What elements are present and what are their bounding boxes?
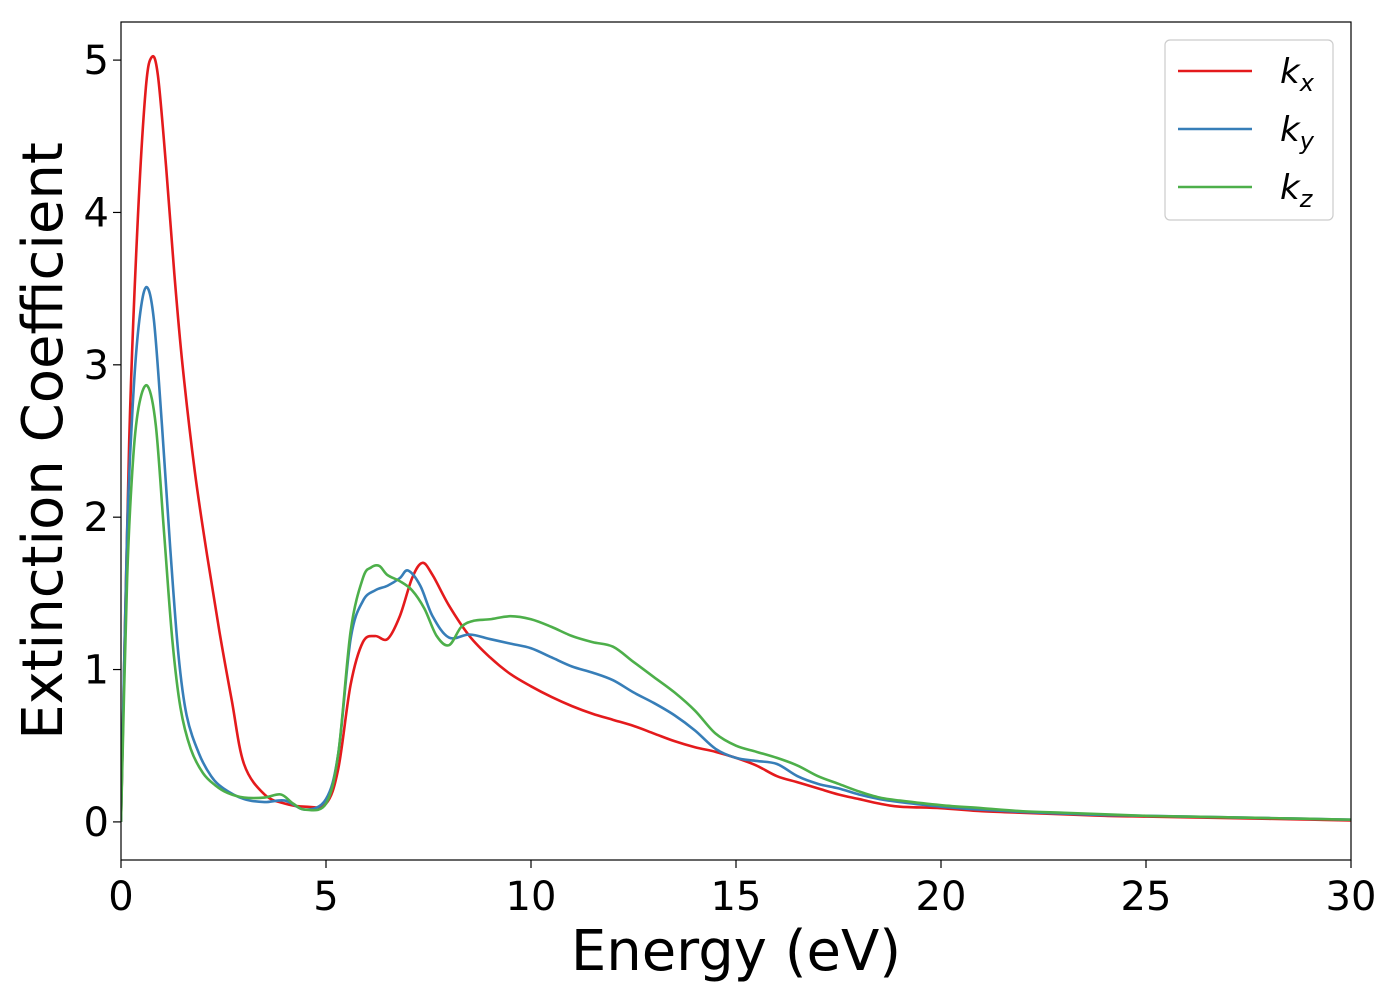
x-tick-label: 0 (108, 874, 133, 920)
legend-label-z: kz (1280, 168, 1314, 213)
y-tick-label: 1 (84, 648, 109, 694)
y-axis-ticks: 0 1 2 3 4 5 (84, 38, 121, 846)
series-line-y (121, 285, 1351, 822)
x-axis-ticks: 0 5 10 15 20 25 30 (108, 860, 1376, 920)
x-tick-label: 30 (1326, 874, 1377, 920)
y-tick-label: 2 (84, 495, 109, 541)
y-axis-title: Extinction Coefficient (11, 142, 76, 740)
y-tick-label: 5 (84, 38, 109, 84)
x-tick-label: 15 (711, 874, 762, 920)
x-tick-label: 20 (916, 874, 967, 920)
y-tick-label: 3 (84, 343, 109, 389)
plot-lines (121, 54, 1351, 822)
legend-label-y: ky (1280, 110, 1315, 155)
y-tick-label: 4 (84, 190, 109, 236)
x-tick-label: 10 (506, 874, 557, 920)
legend: kx ky kz (1164, 39, 1334, 221)
x-axis-title: Energy (eV) (571, 919, 901, 984)
series-line-z (121, 383, 1351, 822)
series-line-x (121, 54, 1351, 822)
x-tick-label: 25 (1121, 874, 1172, 920)
x-tick-label: 5 (313, 874, 338, 920)
y-tick-label: 0 (84, 800, 109, 846)
legend-label-x: kx (1280, 52, 1315, 97)
